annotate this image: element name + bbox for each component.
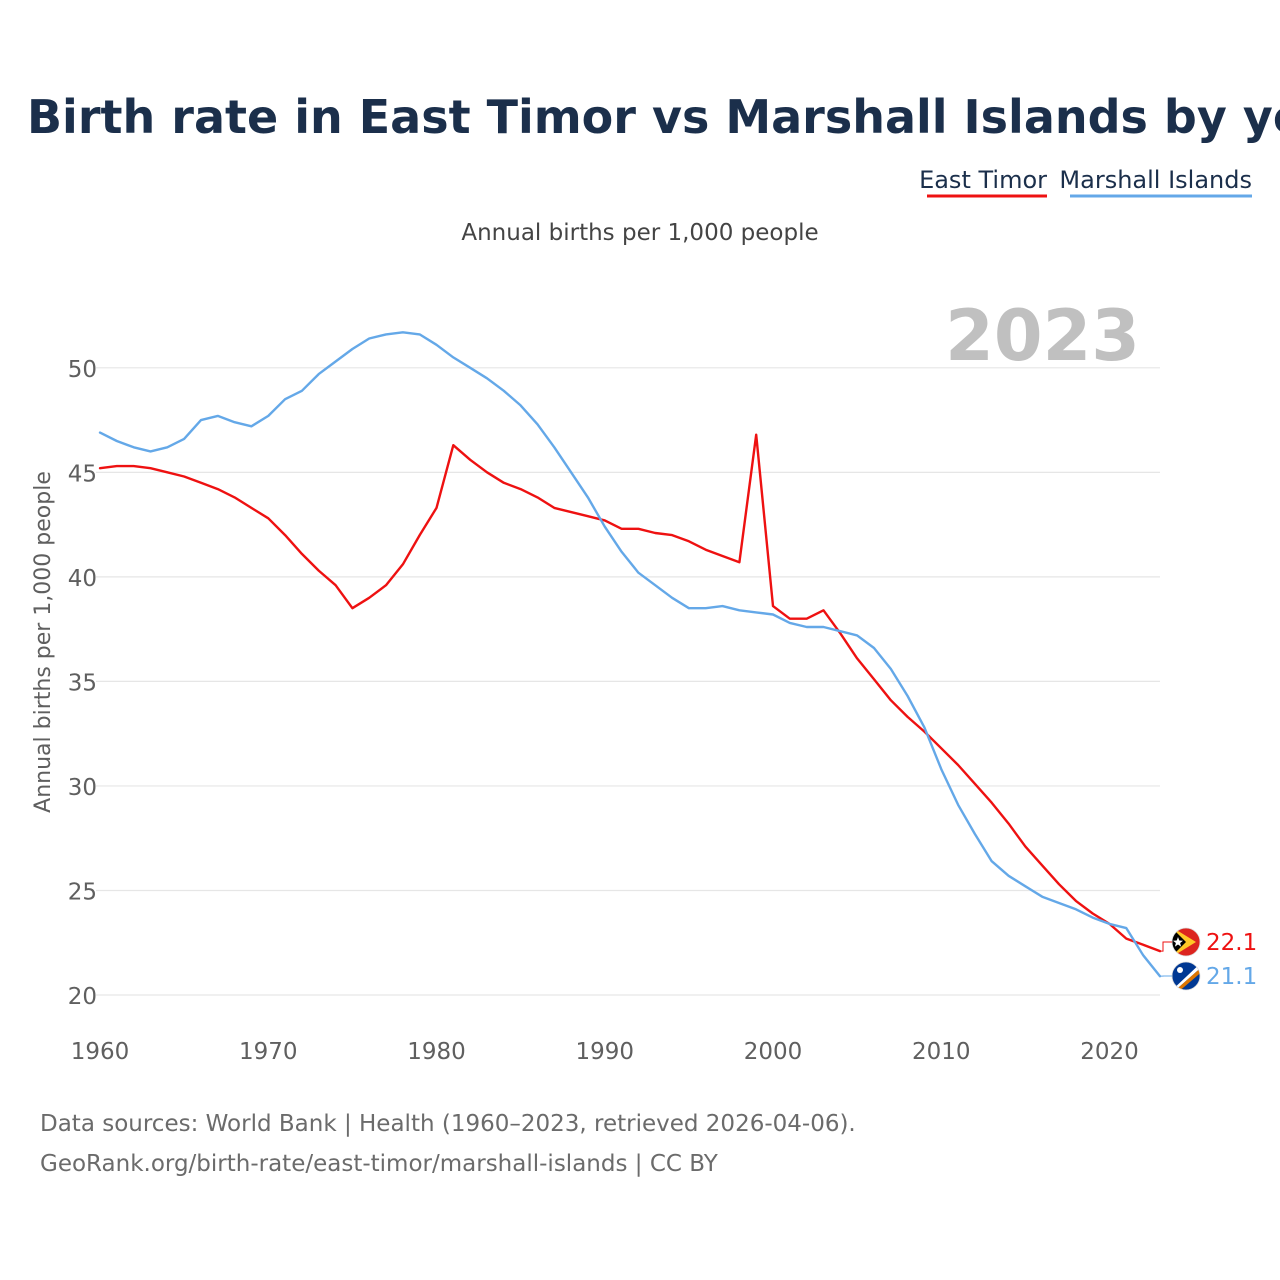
y-tick-label: 25 xyxy=(68,879,97,905)
x-tick-label: 2000 xyxy=(744,1039,803,1065)
y-tick-label: 30 xyxy=(68,775,97,801)
series-line-east-timor[interactable] xyxy=(98,433,1162,953)
x-tick-label: 2020 xyxy=(1080,1039,1139,1065)
series-line-marshall-islands[interactable] xyxy=(98,331,1162,978)
y-axis-label: Annual births per 1,000 people xyxy=(31,471,56,813)
series xyxy=(98,331,1162,978)
chart-title: Birth rate in East Timor vs Marshall Isl… xyxy=(27,90,1280,144)
end-markers: 22.1 21.1 xyxy=(1160,927,1257,991)
y-tick-label: 50 xyxy=(68,357,97,383)
marshall-islands-end-value: 21.1 xyxy=(1206,964,1257,990)
east-timor-connector xyxy=(1160,941,1172,952)
x-axis: 1960 1970 1980 1990 2000 2010 2020 xyxy=(71,1039,1139,1065)
east-timor-flag-icon xyxy=(1171,927,1201,957)
marshall-islands-flag-icon xyxy=(1171,961,1201,991)
legend: Marshall Islands East Timor xyxy=(919,166,1252,198)
chart-subtitle: Annual births per 1,000 people xyxy=(461,220,818,246)
y-axis: 20 25 30 35 40 45 50 xyxy=(68,357,97,1010)
legend-east-timor[interactable]: East Timor xyxy=(919,166,1047,194)
x-tick-label: 2010 xyxy=(912,1039,971,1065)
x-tick-label: 1960 xyxy=(71,1039,130,1065)
source-line-2: GeoRank.org/birth-rate/east-timor/marsha… xyxy=(40,1151,719,1177)
y-tick-label: 40 xyxy=(68,566,97,592)
y-tick-label: 35 xyxy=(68,670,97,696)
y-tick-label: 45 xyxy=(68,461,97,487)
east-timor-end-value: 22.1 xyxy=(1206,930,1257,956)
x-tick-label: 1970 xyxy=(239,1039,298,1065)
y-tick-label: 20 xyxy=(68,984,97,1010)
x-tick-label: 1980 xyxy=(407,1039,466,1065)
year-display: 2023 xyxy=(945,295,1140,377)
source-line-1: Data sources: World Bank | Health (1960–… xyxy=(40,1111,856,1137)
legend-marshall-islands[interactable]: Marshall Islands xyxy=(1059,166,1252,194)
grid xyxy=(96,367,1160,996)
x-tick-label: 1990 xyxy=(575,1039,634,1065)
